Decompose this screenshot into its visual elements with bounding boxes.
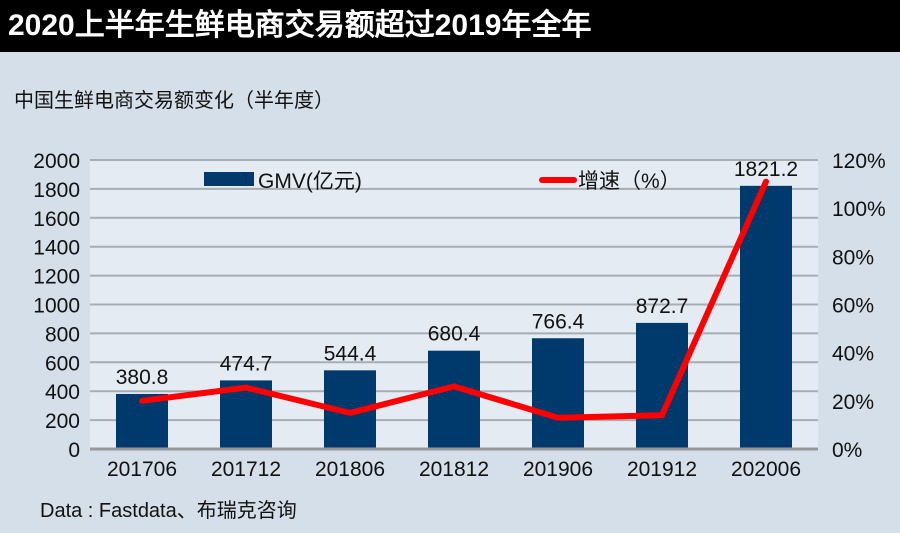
data-label: 680.4 [428, 323, 481, 346]
x-tick: 201712 [211, 458, 281, 481]
y-tick-left: 2000 [33, 150, 80, 173]
x-tick: 201906 [523, 458, 593, 481]
y-tick-left: 1600 [33, 208, 80, 231]
bar [428, 350, 480, 449]
x-tick: 201806 [315, 458, 385, 481]
y-tick-right: 40% [832, 343, 874, 366]
data-label: 380.8 [116, 366, 169, 389]
y-tick-left: 1800 [33, 179, 80, 202]
y-tick-right: 0% [832, 439, 862, 462]
data-label: 474.7 [220, 352, 273, 375]
x-tick: 201912 [627, 458, 697, 481]
y-tick-left: 400 [45, 381, 80, 404]
bar [532, 338, 584, 449]
data-label: 1821.2 [734, 158, 798, 181]
legend-bar-label: GMV(亿元) [258, 170, 362, 193]
data-source: Data : Fastdata、布瑞克咨询 [40, 500, 297, 522]
y-tick-left: 800 [45, 323, 80, 346]
bar [636, 322, 688, 449]
legend-bar-swatch [204, 172, 254, 186]
y-tick-left: 600 [45, 352, 80, 375]
y-tick-right: 100% [832, 198, 886, 221]
bar [740, 185, 792, 449]
y-tick-left: 200 [45, 410, 80, 433]
data-label: 872.7 [636, 295, 689, 318]
x-tick: 202006 [731, 458, 801, 481]
y-tick-left: 1200 [33, 266, 80, 289]
chart-subtitle: 中国生鲜电商交易额变化（半年度） [14, 90, 334, 112]
data-label: 544.4 [324, 342, 377, 365]
y-tick-right: 20% [832, 391, 874, 414]
y-tick-right: 120% [832, 150, 886, 173]
data-label: 766.4 [532, 310, 585, 333]
page-title: 2020上半年生鲜电商交易额超过2019年全年 [0, 0, 900, 52]
y-tick-left: 0 [68, 439, 80, 462]
legend-line-label: 增速（%） [578, 170, 681, 193]
y-tick-left: 1400 [33, 237, 80, 260]
x-tick: 201812 [419, 458, 489, 481]
growth-line [139, 178, 769, 421]
y-tick-right: 80% [832, 246, 874, 269]
x-tick: 201706 [107, 458, 177, 481]
y-tick-left: 1000 [33, 295, 80, 318]
y-tick-right: 60% [832, 295, 874, 318]
